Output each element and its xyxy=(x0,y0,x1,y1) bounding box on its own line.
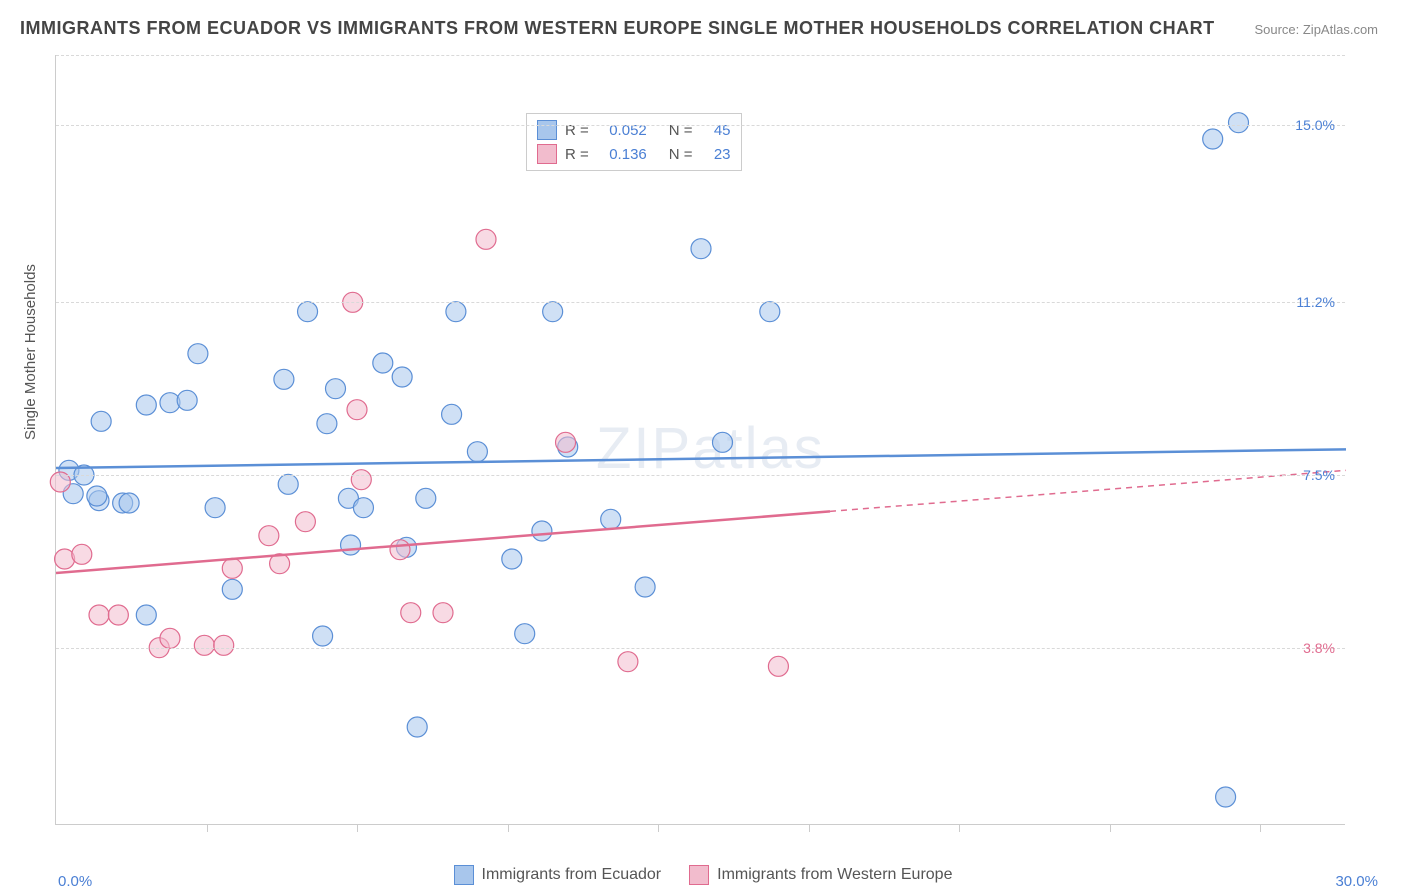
data-point xyxy=(713,432,733,452)
legend-swatch xyxy=(689,865,709,885)
data-point xyxy=(298,302,318,322)
data-point xyxy=(1216,787,1236,807)
x-tick xyxy=(207,824,208,832)
data-point xyxy=(416,488,436,508)
data-point xyxy=(177,390,197,410)
data-point xyxy=(313,626,333,646)
data-point xyxy=(392,367,412,387)
data-point xyxy=(433,603,453,623)
data-point xyxy=(351,470,371,490)
legend-series-item: Immigrants from Ecuador xyxy=(454,865,662,885)
data-point xyxy=(87,486,107,506)
x-tick xyxy=(508,824,509,832)
y-tick-label: 15.0% xyxy=(1295,117,1335,133)
data-point xyxy=(373,353,393,373)
chart-title: IMMIGRANTS FROM ECUADOR VS IMMIGRANTS FR… xyxy=(20,18,1215,39)
legend-stat-row: R =0.052N =45 xyxy=(537,118,731,142)
x-tick xyxy=(1260,824,1261,832)
trend-line-extrapolated xyxy=(830,470,1346,511)
data-point xyxy=(317,414,337,434)
data-point xyxy=(442,404,462,424)
plot-area: ZIPatlas R =0.052N =45R =0.136N =23 3.8%… xyxy=(55,55,1345,825)
y-tick-label: 7.5% xyxy=(1303,467,1335,483)
data-point xyxy=(295,512,315,532)
legend-series-item: Immigrants from Western Europe xyxy=(689,865,952,885)
data-point xyxy=(222,558,242,578)
legend-swatch xyxy=(454,865,474,885)
data-point xyxy=(205,498,225,518)
gridline xyxy=(56,125,1345,126)
data-point xyxy=(515,624,535,644)
data-point xyxy=(188,344,208,364)
x-tick xyxy=(959,824,960,832)
legend-stats: R =0.052N =45 R = 0.136 N = 23 xyxy=(526,113,742,171)
y-tick-label: 3.8% xyxy=(1303,640,1335,656)
legend-n-label: N = xyxy=(669,146,693,163)
x-tick xyxy=(809,824,810,832)
data-point xyxy=(72,544,92,564)
data-point xyxy=(160,628,180,648)
data-point xyxy=(635,577,655,597)
data-point xyxy=(401,603,421,623)
legend-stat-row: R = 0.136 N = 23 xyxy=(537,142,731,166)
data-point xyxy=(543,302,563,322)
data-point xyxy=(89,605,109,625)
data-point xyxy=(278,474,298,494)
data-point xyxy=(259,526,279,546)
legend-n-value: 23 xyxy=(701,146,731,163)
gridline xyxy=(56,302,1345,303)
y-tick-label: 11.2% xyxy=(1296,294,1335,310)
legend-series-label: Immigrants from Western Europe xyxy=(717,866,952,884)
data-point xyxy=(353,498,373,518)
data-point xyxy=(136,395,156,415)
data-point xyxy=(91,411,111,431)
data-point xyxy=(222,579,242,599)
data-point xyxy=(214,635,234,655)
data-point xyxy=(341,535,361,555)
data-point xyxy=(618,652,638,672)
source-label: Source: ZipAtlas.com xyxy=(1254,22,1378,37)
data-point xyxy=(476,229,496,249)
data-point xyxy=(274,369,294,389)
legend-r-value: 0.136 xyxy=(597,146,647,163)
y-axis-label: Single Mother Households xyxy=(22,264,39,440)
data-point xyxy=(326,379,346,399)
data-point xyxy=(691,239,711,259)
gridline xyxy=(56,475,1345,476)
legend-series: Immigrants from Ecuador Immigrants from W… xyxy=(0,865,1406,890)
data-point xyxy=(119,493,139,513)
data-point xyxy=(407,717,427,737)
x-tick xyxy=(1110,824,1111,832)
data-point xyxy=(556,432,576,452)
data-point xyxy=(1203,129,1223,149)
legend-swatch xyxy=(537,120,557,140)
trend-line xyxy=(56,511,830,573)
legend-series-label: Immigrants from Ecuador xyxy=(482,866,662,884)
x-max-label: 30.0% xyxy=(1335,873,1378,890)
data-point xyxy=(108,605,128,625)
x-tick xyxy=(658,824,659,832)
data-point xyxy=(760,302,780,322)
data-point xyxy=(502,549,522,569)
data-point xyxy=(768,656,788,676)
gridline xyxy=(56,648,1345,649)
data-point xyxy=(347,400,367,420)
trend-line xyxy=(56,449,1346,468)
data-point xyxy=(136,605,156,625)
x-tick xyxy=(357,824,358,832)
legend-swatch xyxy=(537,144,557,164)
gridline xyxy=(56,55,1345,56)
data-point xyxy=(1229,113,1249,133)
data-point xyxy=(601,509,621,529)
data-point xyxy=(467,442,487,462)
data-point xyxy=(390,540,410,560)
x-min-label: 0.0% xyxy=(58,873,92,890)
data-point xyxy=(446,302,466,322)
legend-r-label: R = xyxy=(565,146,589,163)
data-point xyxy=(532,521,552,541)
data-point xyxy=(194,635,214,655)
